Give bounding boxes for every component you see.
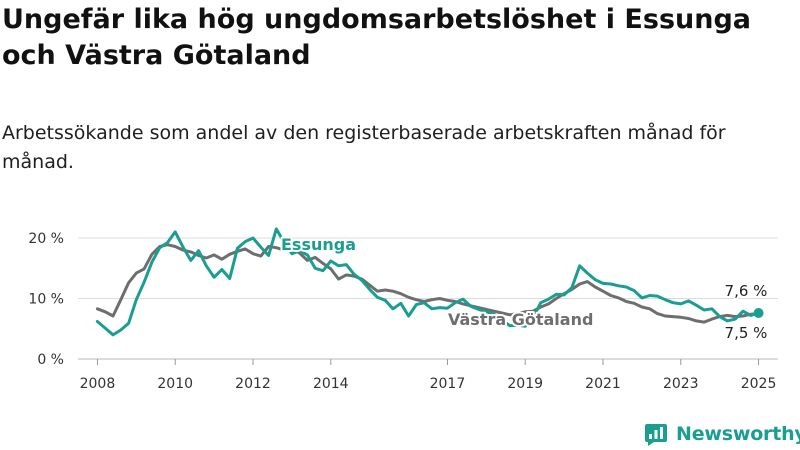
x-tick-label: 2008 bbox=[80, 376, 116, 392]
series-label-vastra-gotaland: Västra Götaland bbox=[448, 310, 593, 329]
x-tick-label: 2010 bbox=[157, 376, 193, 392]
series-labels: Essunga Västra Götaland 7,6 % 7,5 % bbox=[279, 233, 769, 344]
y-tick-label: 0 % bbox=[37, 352, 64, 368]
y-tick-label: 10 % bbox=[28, 292, 64, 308]
x-tick-label: 2012 bbox=[235, 376, 271, 392]
x-axis: 2008 2010 2012 2014 2017 2019 2021 2023 2025 bbox=[80, 359, 777, 392]
x-tick-label: 2025 bbox=[741, 376, 777, 392]
x-tick-label: 2023 bbox=[663, 376, 699, 392]
x-tick-label: 2017 bbox=[430, 376, 466, 392]
chart-title: Ungefär lika hög ungdomsarbetslöshet i E… bbox=[2, 4, 751, 71]
series-lines bbox=[95, 227, 764, 337]
end-value-essunga: 7,6 % bbox=[725, 282, 768, 300]
x-tick-label: 2019 bbox=[507, 376, 543, 392]
chart-subtitle: Arbetssökande som andel av den registerb… bbox=[2, 122, 726, 173]
x-tick-label: 2014 bbox=[313, 376, 349, 392]
series-label-essunga: Essunga bbox=[281, 235, 356, 254]
brand-name: Newsworthy bbox=[676, 423, 800, 445]
x-tick-label: 2021 bbox=[585, 376, 621, 392]
essunga-end-point bbox=[753, 308, 764, 319]
series-line-essunga bbox=[95, 227, 761, 337]
newsworthy-logo-icon bbox=[645, 424, 667, 446]
y-tick-label: 20 % bbox=[28, 231, 64, 247]
end-value-vastra-gotaland: 7,5 % bbox=[725, 324, 768, 342]
newsworthy-logo[interactable]: Newsworthy bbox=[644, 420, 800, 448]
series-line-vastra-gotaland bbox=[95, 243, 761, 324]
